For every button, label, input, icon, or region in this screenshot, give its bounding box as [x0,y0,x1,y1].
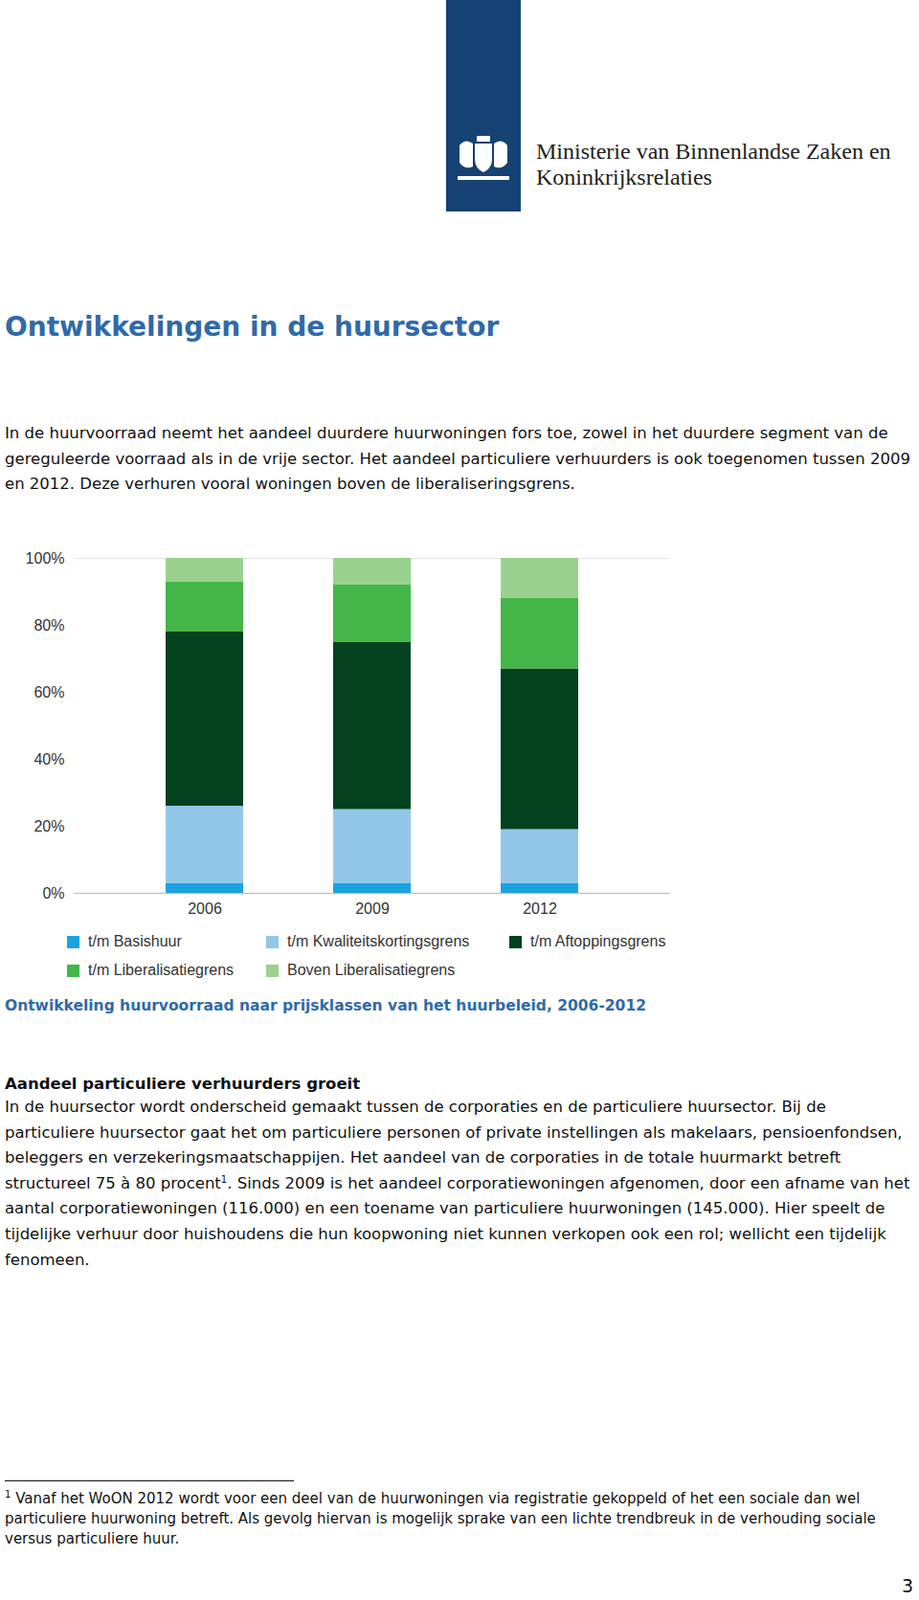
html-text:3: 3 [901,1575,914,1597]
html-text:Ministerie van Binnenlandse Za: Ministerie van Binnenlandse Zaken en [536,138,891,164]
svg-text:100%: 100% [25,550,66,567]
html-text:Koninkrijksrelaties: Koninkrijksrelaties [536,164,713,190]
svg-text:2012: 2012 [522,900,558,918]
html-text:Ontwikkelingen in de huursecto: Ontwikkelingen in de huursector [4,311,500,343]
html-text:t/m Basishuur: t/m Basishuur [88,933,182,950]
html-text:Boven Liberalisatiegrens: Boven Liberalisatiegrens [287,962,455,979]
svg-text:20%: 20% [33,818,65,835]
html-text:t/m Kwaliteitskortingsgrens: t/m Kwaliteitskortingsgrens [287,933,470,950]
html-text:t/m Liberalisatiegrens: t/m Liberalisatiegrens [88,962,234,979]
html-text:1Vanaf het WoON 2012 wordt voo: 1Vanaf het WoON 2012 wordt voor een deel… [4,1489,876,1548]
svg-text:60%: 60% [33,684,65,701]
html-text:In de huursector wordt ondersc: In de huursector wordt onderscheid gemaa… [4,1098,910,1269]
html-text:Ontwikkeling huurvoorraad naar: Ontwikkeling huurvoorraad naar prijsklas… [4,997,647,1015]
svg-text:40%: 40% [33,751,65,768]
svg-text:0%: 0% [42,885,65,902]
html-text:In de huurvoorraad neemt het a: In de huurvoorraad neemt het aandeel duu… [4,424,911,494]
html-text:Aandeel particuliere verhuurde: Aandeel particuliere verhuurders groeit [4,1075,361,1094]
svg-text:2006: 2006 [187,900,223,918]
svg-text:2009: 2009 [355,900,390,918]
html-text:t/m Aftoppingsgrens: t/m Aftoppingsgrens [530,933,666,950]
svg-text:80%: 80% [33,617,65,634]
